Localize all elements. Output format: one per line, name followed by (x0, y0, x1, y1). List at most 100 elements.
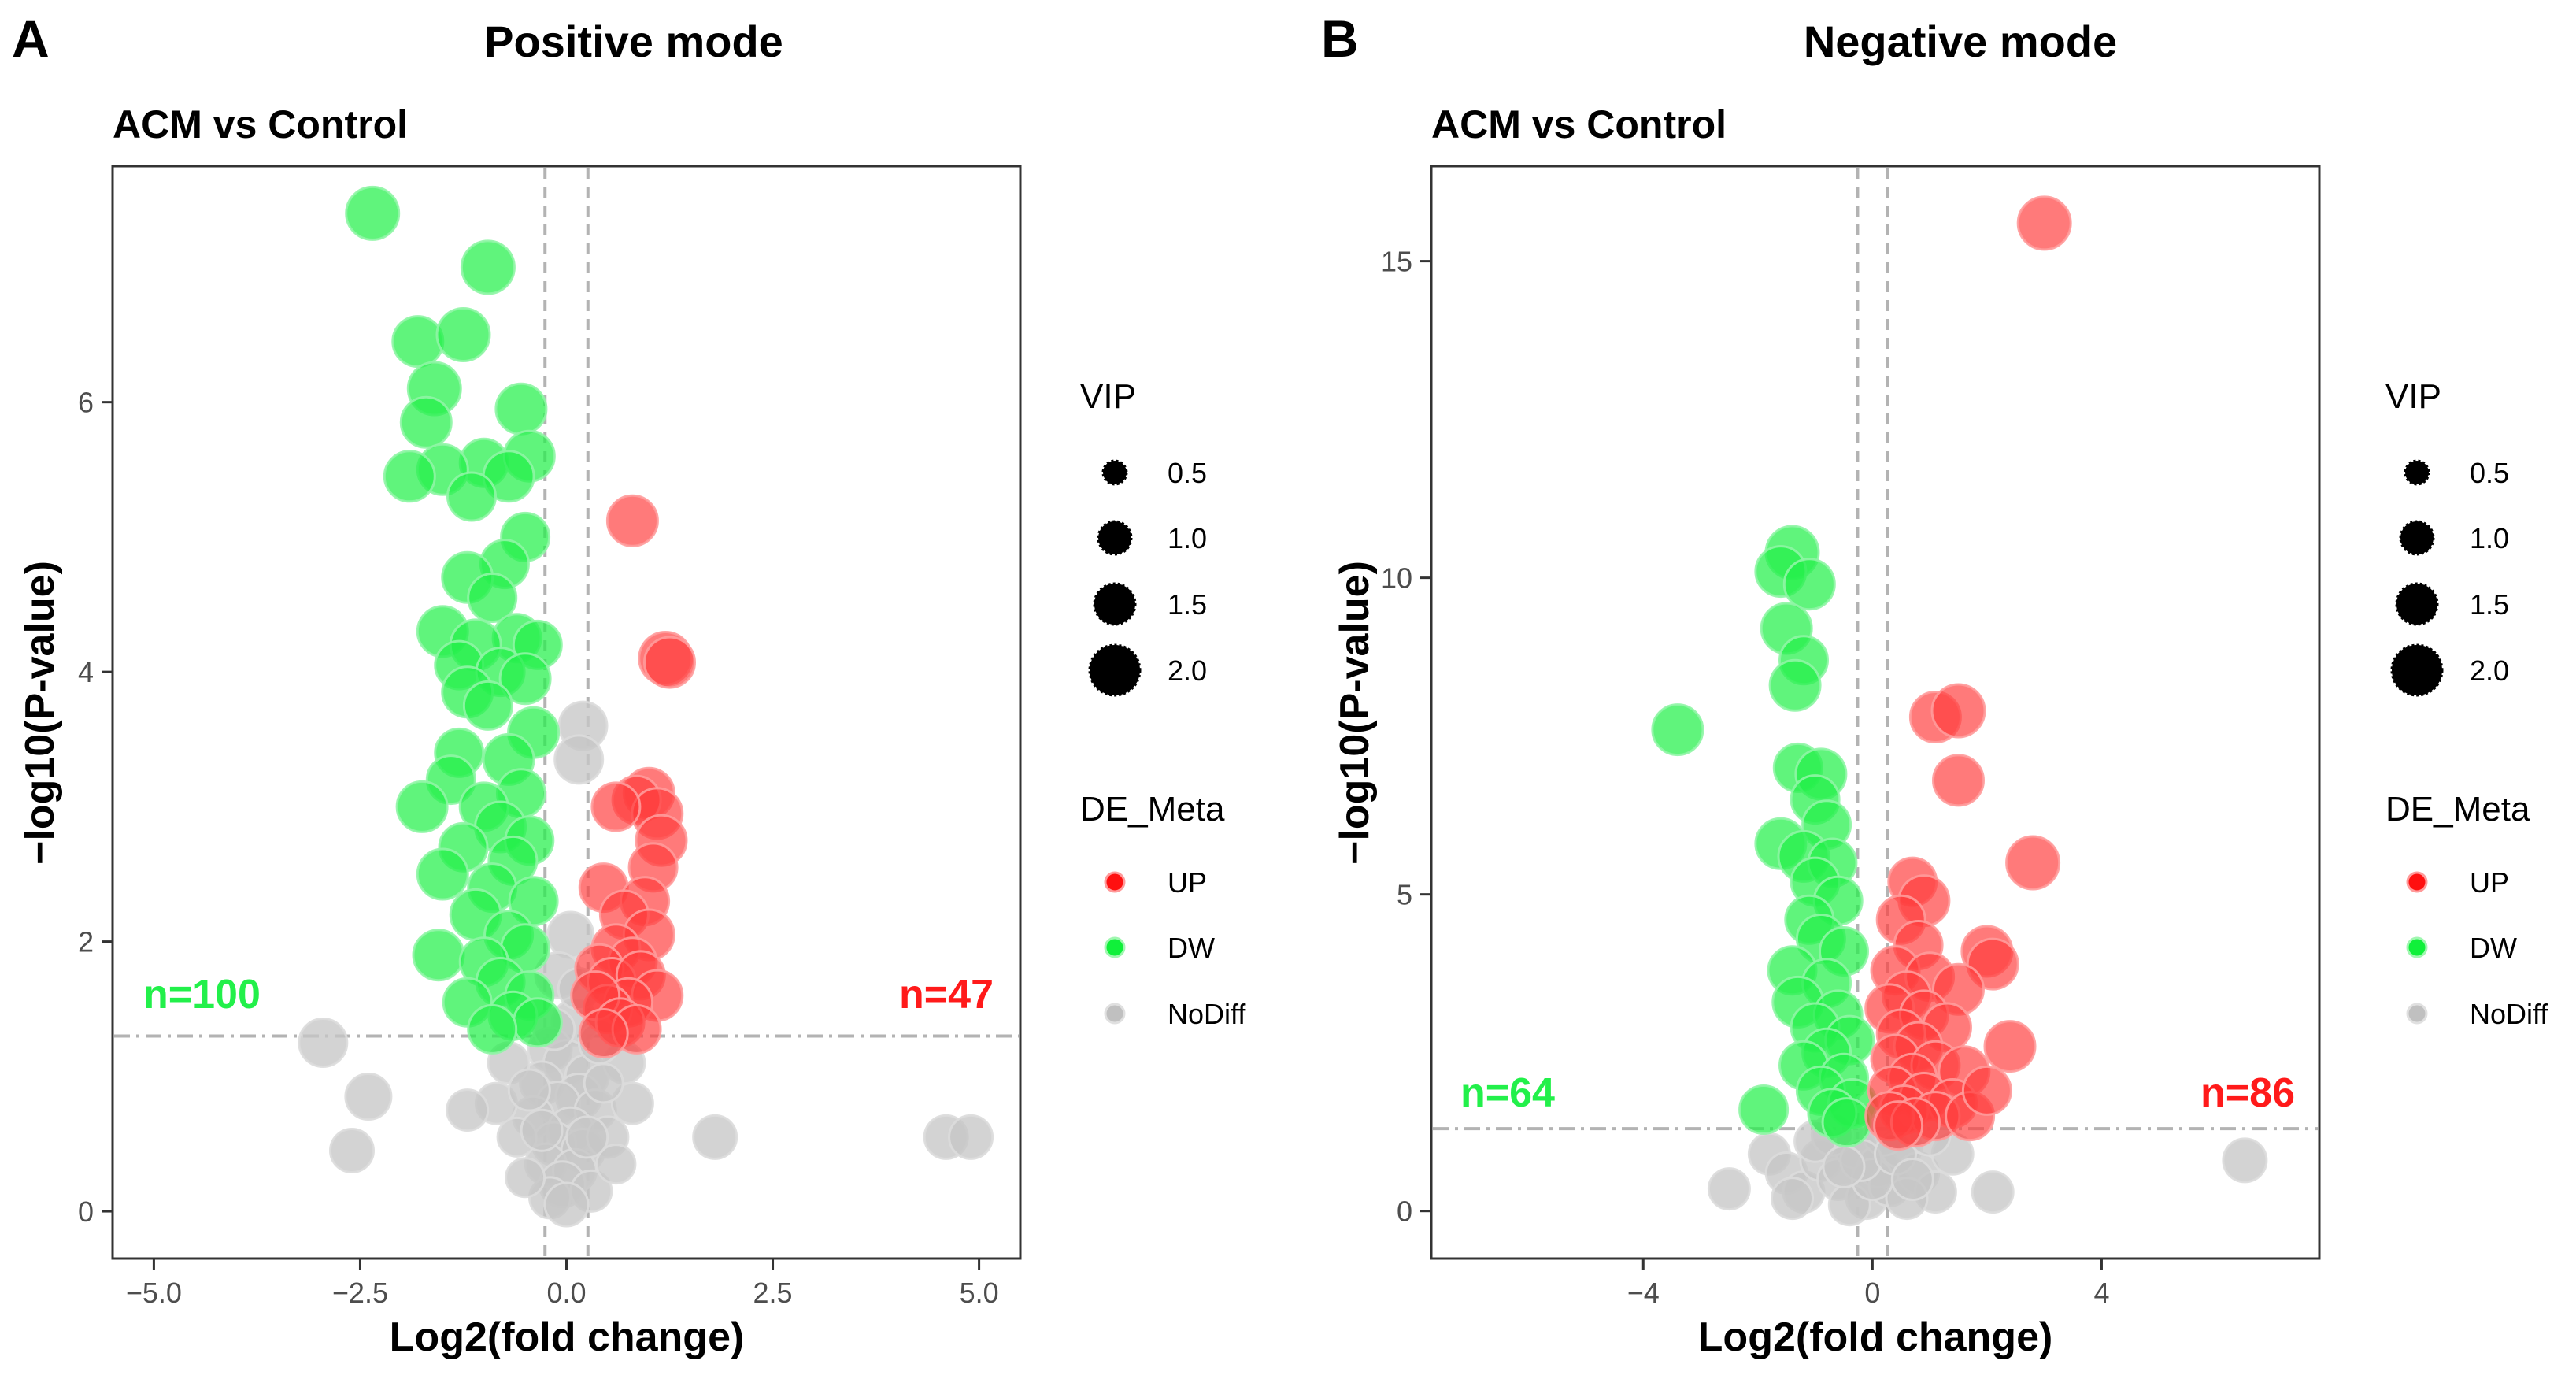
legend-a-vip-swatch-1 (1097, 520, 1133, 556)
panel-b-point-down-6 (1651, 703, 1704, 757)
legend-b-vip-label-0: 0.5 (2470, 457, 2509, 489)
panel-a-point-down-11 (383, 450, 436, 503)
legend-b-vip-label-2: 1.5 (2470, 588, 2509, 621)
panel-a-point-down-6 (399, 395, 453, 449)
panel-a-point-nodiff-27 (543, 1181, 590, 1228)
panel-a-x-tick-label-3: 2.5 (753, 1277, 793, 1309)
panel-a-point-nodiff-32 (446, 1088, 490, 1132)
panel-b-y-tick-label-2: 10 (1381, 562, 1412, 595)
panel-a-point-down-2 (391, 315, 445, 369)
panel-a-subtitle: ACM vs Control (113, 102, 408, 146)
panel-a-point-nodiff-38 (507, 1068, 551, 1112)
panel-a-point-nodiff-7 (948, 1114, 994, 1160)
legend-b-dw-label: DW (2470, 932, 2517, 964)
panel-a-point-up-6 (590, 781, 642, 832)
legend-a-vip-label-2: 1.5 (1168, 588, 1207, 621)
panel-b-point-nodiff-0 (1707, 1167, 1751, 1211)
panel-b-point-up-20 (1983, 1020, 2037, 1073)
panel-a-point-down-0 (345, 185, 401, 241)
panel-b-x-tick-label-1: 0 (1864, 1277, 1880, 1309)
legend-b-nodiff-label: NoDiff (2470, 998, 2548, 1030)
legend-a-vip-label-3: 2.0 (1168, 654, 1207, 687)
legend-b-dw-swatch (2406, 936, 2428, 958)
panel-a-y-tick-label-2: 4 (78, 656, 94, 688)
panel-b-point-nodiff-26 (1822, 1144, 1866, 1188)
panel-a-x-tick-label-2: 0.0 (546, 1277, 586, 1309)
legend-a-vip-label-1: 1.0 (1168, 522, 1207, 554)
panel-a-point-down-32 (395, 780, 449, 833)
panel-a-point-up-2 (643, 636, 696, 689)
panel-b-x-tick-label-0: −4 (1627, 1277, 1660, 1309)
panel-a-x-tick-label-4: 5.0 (960, 1277, 999, 1309)
panel-b-point-up-33 (1873, 1100, 1924, 1151)
legend-a-nodiff-swatch (1104, 1003, 1126, 1025)
panel-a-point-nodiff-39 (565, 1115, 609, 1159)
panel-a-point-down-25 (462, 680, 513, 731)
panel-b-point-nodiff-14 (1971, 1170, 2015, 1214)
panel-a-point-down-23 (498, 652, 552, 706)
panel-a-x-tick-label-1: −2.5 (332, 1277, 388, 1309)
panel-b-point-down-31 (1821, 1097, 1872, 1148)
panel-b-point-down-2 (1782, 558, 1836, 611)
panel-b-count-up: n=86 (2200, 1070, 2295, 1116)
legend-b-up-label: UP (2470, 866, 2509, 899)
panel-a-point-down-3 (435, 307, 491, 362)
panel-b-y-tick-label-1: 5 (1397, 879, 1412, 911)
legend-a-vip-swatch-3 (1088, 643, 1142, 697)
panel-a-point-nodiff-41 (583, 1062, 624, 1104)
legend-b-de-title: DE_Meta (2385, 790, 2530, 829)
panel-b-x-axis-title: Log2(fold change) (1698, 1314, 2053, 1360)
panel-a-y-tick-label-0: 0 (78, 1196, 94, 1228)
panel-a-y-tick-label-3: 6 (78, 387, 94, 419)
panel-a-point-nodiff-2 (298, 1018, 349, 1068)
legend-a-vip-label-0: 0.5 (1168, 457, 1207, 489)
panel-b-point-down-5 (1768, 658, 1822, 712)
panel-a-title: Positive mode (484, 17, 783, 66)
panel-b-y-tick-label-0: 0 (1397, 1196, 1412, 1228)
legend-a-dw-swatch (1104, 936, 1126, 958)
panel-a-x-axis-title: Log2(fold change) (390, 1314, 745, 1360)
panel-a-y-tick-label-1: 2 (78, 926, 94, 958)
legend-b-vip-label-3: 2.0 (2470, 654, 2509, 687)
legend-b-vip-swatch-1 (2399, 520, 2435, 556)
panel-b-point-up-34 (1961, 1065, 2012, 1116)
panel-a-point-up-0 (605, 494, 659, 547)
legend-b-up-swatch (2406, 871, 2428, 893)
panel-a-point-down-5 (494, 382, 548, 436)
legend-b-vip-title: VIP (2385, 377, 2441, 416)
legend-b-nodiff-swatch (2406, 1003, 2428, 1025)
panel-b-point-up-0 (2016, 195, 2072, 251)
panel-b-y-axis-title: −log10(P-value) (1332, 561, 1378, 865)
legend-b-vip-label-1: 1.0 (2470, 522, 2509, 554)
panel-a-axes: −5.0 −2.5 0.0 2.5 5.0 0 2 4 6 (78, 165, 1022, 1309)
panel-b-y-tick-label-3: 15 (1381, 246, 1412, 278)
panel-a-point-down-50 (467, 1003, 518, 1055)
panel-a-frame-border (111, 165, 1022, 1260)
panel-b-point-nodiff-24 (1771, 1177, 1814, 1221)
panel-b: B Negative mode ACM vs Control −4 0 4 0 5 10 1… (1321, 9, 2321, 1360)
panel-b-points (1651, 195, 2268, 1227)
legend-a-up-label: UP (1168, 866, 1207, 899)
legend-b-vip-swatch-0 (2404, 459, 2430, 486)
panel-b-point-up-4 (2005, 835, 2061, 891)
panel-a: A Positive mode ACM vs Control −5.0 −2.5 0… (12, 9, 1022, 1360)
legend-a-vip-title: VIP (1080, 377, 1136, 416)
panel-a-points (298, 185, 994, 1228)
legend-a-vip-swatch-2 (1093, 582, 1137, 626)
panel-a-point-nodiff-1 (553, 734, 605, 785)
panel-a-point-down-16 (467, 573, 518, 623)
panel-a-point-down-42 (412, 929, 465, 982)
panel-a-count-down: n=100 (143, 972, 261, 1018)
panel-b-point-nodiff-27 (1890, 1158, 1934, 1201)
panel-a-point-nodiff-40 (520, 1108, 564, 1152)
legend-b-vip-swatch-2 (2395, 582, 2439, 626)
legend-a-vip-swatch-0 (1101, 459, 1128, 486)
panel-a-point-down-37 (416, 847, 469, 901)
panel-letter-b: B (1321, 9, 1359, 68)
panel-b-point-up-2 (1930, 683, 1986, 739)
legend-b-vip-swatch-3 (2390, 643, 2444, 697)
legend-a-nodiff-label: NoDiff (1168, 998, 1246, 1030)
panel-b-point-nodiff-15 (2222, 1137, 2268, 1184)
panel-a-point-down-49 (512, 997, 563, 1048)
